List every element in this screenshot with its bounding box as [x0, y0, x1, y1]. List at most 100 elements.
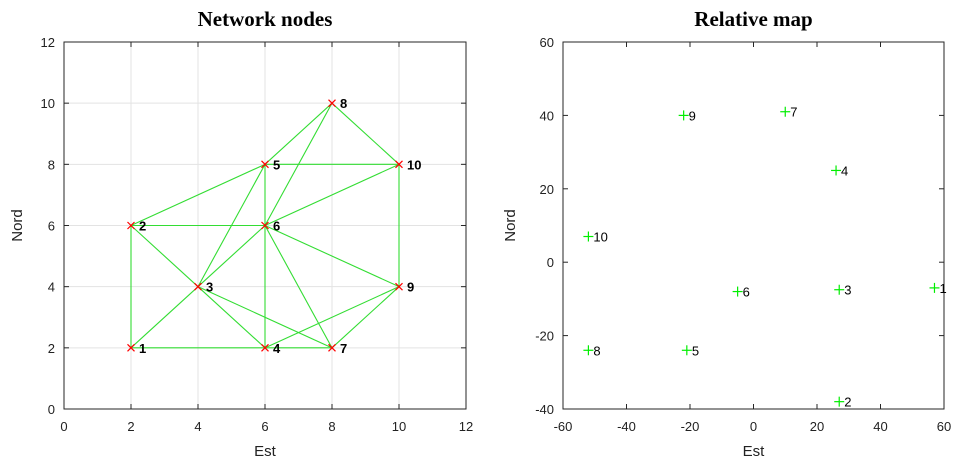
node-label: 8: [340, 96, 347, 111]
node-marker-6: 6: [261, 219, 280, 234]
node-label: 7: [340, 341, 347, 356]
x-axis-label: Est: [254, 443, 277, 460]
node-marker-3: 3: [834, 283, 851, 298]
chart-title: Network nodes: [198, 7, 333, 31]
node-label: 3: [206, 280, 213, 295]
node-marker-9: 9: [395, 280, 414, 295]
x-marker-stroke: [261, 160, 269, 169]
network-edge: [264, 224, 400, 288]
node-label: 6: [743, 285, 750, 300]
y-tick-label: 8: [48, 157, 55, 172]
map-markers: 1 2 3 4 5 6 7 8 9 10: [583, 105, 947, 410]
x-marker-stroke: [395, 160, 403, 169]
node-label: 4: [273, 341, 281, 356]
y-axis-label: Nord: [9, 209, 26, 242]
node-marker-5: 5: [681, 343, 699, 358]
x-tick-label: 0: [60, 419, 67, 434]
x-marker-stroke: [261, 221, 269, 230]
node-label: 1: [939, 281, 946, 296]
x-marker-stroke: [194, 282, 202, 291]
y-tick-label: 0: [547, 255, 554, 270]
node-marker-7: 7: [328, 341, 347, 356]
node-marker-8: 8: [328, 96, 347, 111]
node-label: 5: [273, 157, 280, 172]
network-edge: [197, 225, 266, 288]
network-edge: [264, 286, 400, 349]
node-marker-2: 2: [127, 219, 146, 234]
node-label: 4: [841, 163, 848, 178]
network-edge: [197, 164, 266, 287]
network-edge: [264, 163, 400, 227]
node-label: 10: [407, 157, 421, 172]
y-tick-label: 40: [540, 108, 554, 123]
node-label: 2: [844, 395, 851, 410]
x-tick-label: 4: [194, 419, 201, 434]
node-marker-6: 6: [732, 285, 750, 300]
node-label: 3: [844, 283, 851, 298]
x-tick-label: 10: [392, 419, 406, 434]
x-tick-label: 40: [873, 419, 887, 434]
x-tick-label: 60: [937, 419, 951, 434]
node-marker-4: 4: [261, 341, 281, 356]
node-marker-1: 1: [127, 341, 146, 356]
x-tick-label: 0: [750, 419, 757, 434]
network-edge: [130, 163, 266, 227]
x-marker-stroke: [328, 99, 336, 108]
y-tick-label: 60: [540, 35, 554, 50]
y-tick-label: 10: [41, 96, 55, 111]
network-edges: [130, 102, 400, 349]
node-label: 9: [689, 108, 696, 123]
node-marker-3: 3: [194, 280, 213, 295]
x-tick-label: 12: [459, 419, 473, 434]
x-tick-label: 20: [810, 419, 824, 434]
x-axis-label: Est: [743, 443, 766, 460]
node-label: 7: [790, 105, 797, 120]
x-tick-label: 2: [127, 419, 134, 434]
y-tick-label: 12: [41, 35, 55, 50]
node-marker-10: 10: [395, 157, 421, 172]
x-marker-stroke: [395, 282, 403, 291]
y-tick-label: -40: [535, 402, 554, 417]
x-tick-label: 6: [261, 419, 268, 434]
node-label: 8: [593, 343, 600, 358]
node-markers: 1 2 3 4 5 6 7 8 9 10: [127, 96, 421, 356]
node-marker-1: 1: [929, 281, 947, 296]
x-marker-stroke: [127, 343, 135, 352]
chart-title: Relative map: [694, 7, 812, 31]
x-tick-label: 8: [328, 419, 335, 434]
network-edge: [331, 102, 400, 165]
network-edge: [264, 102, 333, 165]
node-label: 10: [593, 230, 607, 245]
y-tick-label: 2: [48, 341, 55, 356]
node-marker-7: 7: [780, 105, 797, 120]
node-label: 9: [407, 280, 414, 295]
y-tick-label: 20: [540, 182, 554, 197]
network-edge: [264, 102, 333, 226]
y-tick-label: -20: [535, 329, 554, 344]
node-marker-2: 2: [834, 395, 851, 410]
y-tick-label: 4: [48, 280, 55, 295]
node-marker-9: 9: [678, 108, 696, 123]
node-marker-4: 4: [831, 163, 848, 178]
relative-map-chart: Relative map -60 -40 -20 0 20 40 60-40-2002040…: [502, 7, 951, 460]
x-marker-stroke: [127, 221, 135, 230]
x-marker-stroke: [328, 343, 336, 352]
network-edge: [130, 286, 199, 349]
node-label: 2: [139, 219, 146, 234]
network-edge: [331, 286, 400, 349]
y-tick-label: 6: [48, 219, 55, 234]
node-marker-10: 10: [583, 230, 608, 245]
node-label: 6: [273, 219, 280, 234]
x-marker-stroke: [261, 343, 269, 352]
y-axis-label: Nord: [502, 209, 519, 242]
network-edge: [197, 286, 266, 349]
network-edge: [130, 225, 199, 288]
x-tick-label: -60: [554, 419, 573, 434]
node-marker-8: 8: [583, 343, 601, 358]
network-edge: [264, 225, 333, 349]
node-marker-5: 5: [261, 157, 280, 172]
